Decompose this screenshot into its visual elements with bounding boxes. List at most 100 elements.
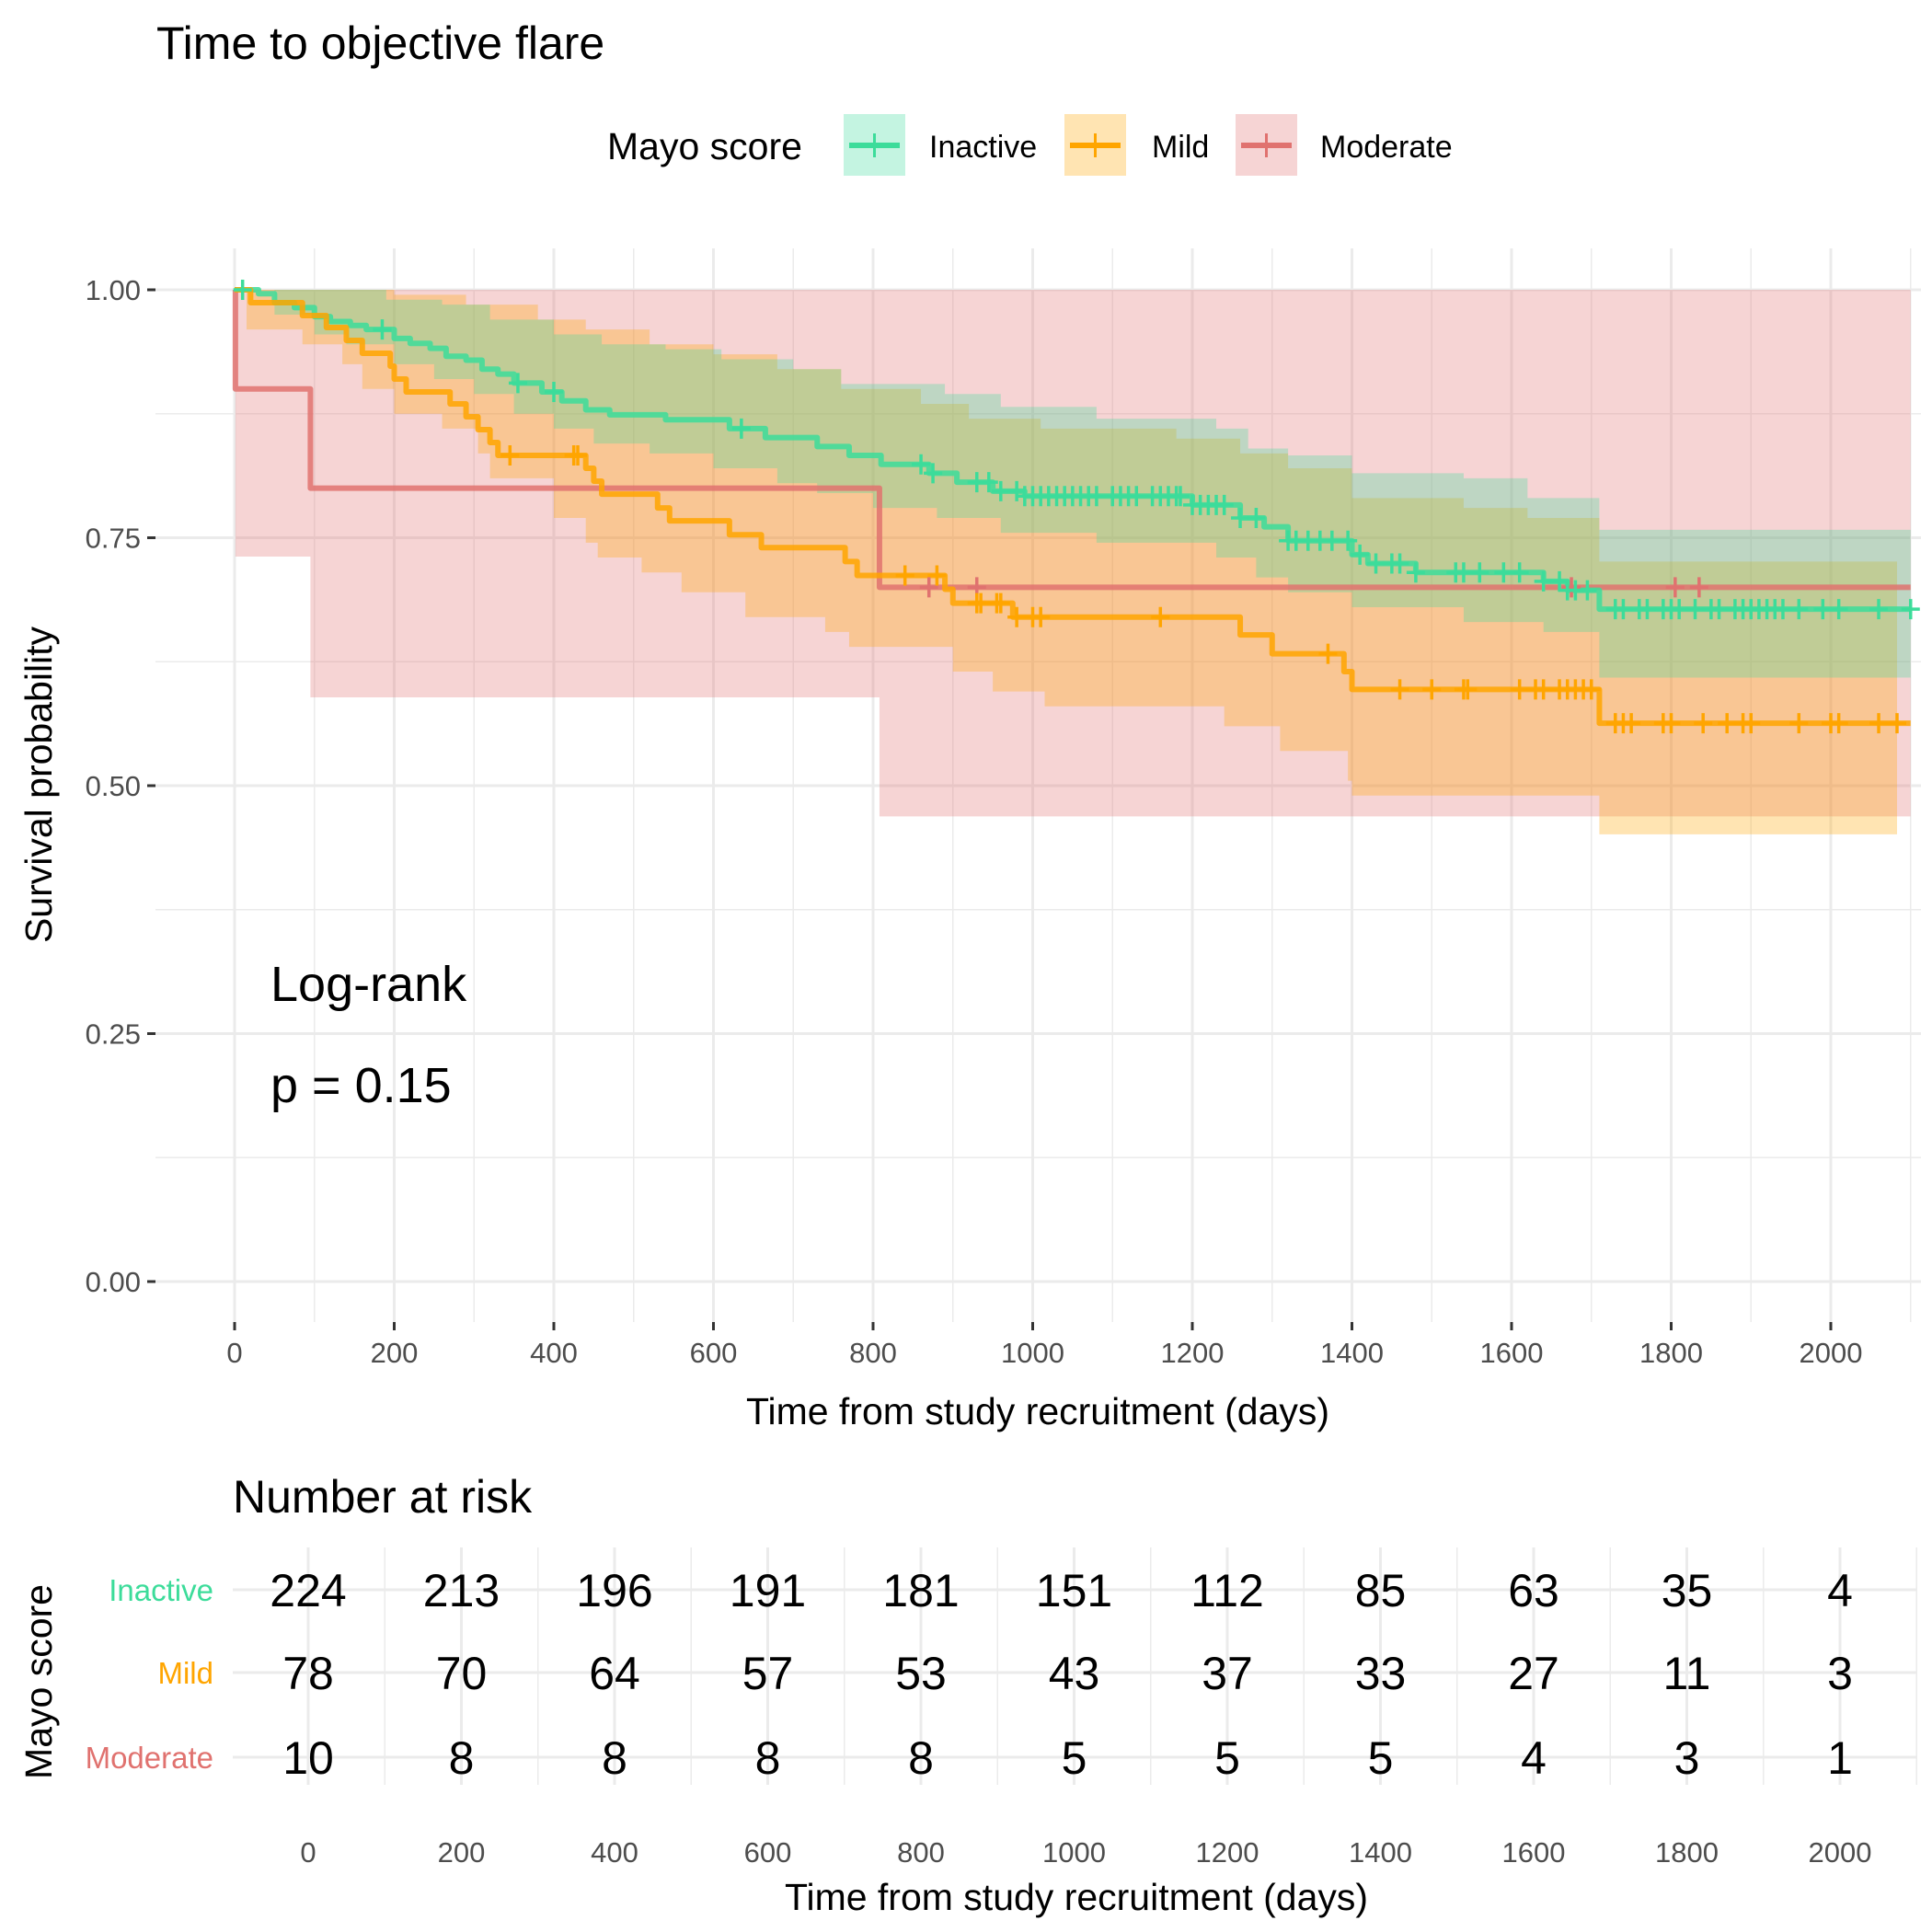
censor-mark [1718,713,1737,734]
risk-x-tick-label: 800 [897,1836,945,1869]
x-tick-label: 1200 [1161,1337,1225,1369]
censor-mark [1869,713,1889,734]
risk-value: 213 [423,1565,500,1616]
censor-mark [1406,562,1425,583]
risk-x-tick-label: 0 [300,1836,316,1869]
risk-strata-moderate: Moderate [86,1741,213,1775]
censor-mark [1709,599,1729,620]
risk-value: 4 [1827,1565,1853,1616]
censor-mark [1829,599,1848,620]
y-tick-label: 1.00 [86,274,141,306]
risk-value: 8 [755,1732,781,1784]
x-tick-label: 1400 [1320,1337,1384,1369]
survival-curve-mild [235,287,1911,727]
censor-mark [1510,679,1529,700]
censor-mark [1127,486,1146,507]
censor-mark [569,445,588,466]
x-tick-label: 600 [690,1337,738,1369]
x-tick-label: 1000 [1001,1337,1064,1369]
risk-x-tick-label: 1200 [1196,1836,1259,1869]
censor-mark [1534,570,1553,592]
y-tick-label: 0.00 [86,1266,141,1298]
risk-value: 3 [1674,1732,1700,1784]
censor-mark [1494,562,1513,583]
censor-mark [1789,599,1809,620]
censor-mark [1694,713,1713,734]
censor-mark [1685,599,1705,620]
grid-major [155,248,1921,1322]
censor-mark [972,592,991,614]
risk-table-title: Number at risk [233,1471,533,1523]
censor-mark [912,454,931,475]
censor-mark [1390,553,1409,574]
risk-value: 224 [270,1565,346,1616]
risk-x-tick-label: 200 [438,1836,486,1869]
y-axis: 0.00 0.25 0.50 0.75 1.00 [86,274,155,1298]
legend-title: Mayo score [607,125,802,167]
risk-value: 63 [1508,1565,1559,1616]
censor-mark [1689,577,1708,598]
censor-mark [1007,606,1027,627]
risk-value: 112 [1190,1565,1264,1616]
survival-curve-moderate [232,287,1911,591]
censor-mark [1888,713,1906,734]
risk-x-tick-label: 1600 [1502,1836,1566,1869]
risk-table-x-title: Time from study recruitment (days) [785,1876,1368,1918]
censor-mark [1458,679,1478,700]
censor-mark [1829,713,1848,734]
censor-mark [1087,486,1106,507]
x-tick-label: 1800 [1639,1337,1703,1369]
risk-value: 53 [895,1648,947,1699]
x-axis: 0 200 400 600 800 1000 1200 1400 1600 1800 2000 [226,1322,1862,1369]
risk-value: 57 [742,1648,794,1699]
risk-value: 85 [1355,1565,1407,1616]
risk-value: 33 [1355,1648,1407,1699]
censor-mark [1366,553,1386,574]
censor-mark [1789,713,1809,734]
risk-table-strata: Inactive Mild Moderate [86,1573,213,1775]
censor-mark [1662,713,1681,734]
censor-mark [1665,577,1685,598]
legend-label-mild: Mild [1152,130,1209,165]
legend: Mayo score Inactive Mild Moderate [607,114,1453,176]
risk-x-tick-label: 2000 [1809,1836,1872,1869]
logrank-label: Log-rank [270,957,467,1012]
censor-mark [500,445,520,466]
censor-mark [1742,713,1761,734]
risk-value: 64 [589,1648,640,1699]
risk-value: 5 [1062,1732,1087,1784]
risk-table-y-title: Mayo score [17,1584,60,1779]
censor-mark [373,319,392,340]
censor-marks [233,280,1920,734]
chart-title: Time to objective flare [156,17,604,69]
censor-mark [1454,562,1473,583]
risk-table-x-axis: 0 200 400 600 800 1000 1200 1400 1600 1800 2000 [300,1836,1871,1869]
risk-table-values: 224 213 196 191 181 151 112 85 63 35 478 70 64 57 53 43… [270,1565,1853,1784]
censor-mark [1170,486,1190,507]
risk-table-grid [233,1547,1917,1785]
risk-strata-inactive: Inactive [109,1573,213,1607]
risk-value: 8 [602,1732,627,1784]
censor-mark [1422,679,1442,700]
censor-mark [1901,599,1920,620]
risk-x-tick-label: 400 [591,1836,638,1869]
censor-mark [1869,599,1889,620]
censor-mark [1351,544,1370,565]
risk-value: 78 [282,1648,334,1699]
confidence-bands [235,290,1911,834]
censor-mark [233,280,252,300]
ci-band-inactive [235,290,1911,678]
risk-strata-mild: Mild [157,1656,213,1690]
risk-value: 191 [730,1565,806,1616]
censor-mark [731,418,751,439]
censor-mark [1562,577,1581,598]
x-axis-title: Time from study recruitment (days) [746,1390,1329,1432]
censor-mark [1007,480,1027,501]
censor-mark [1534,679,1553,700]
risk-value: 43 [1049,1648,1100,1699]
risk-value: 181 [882,1565,959,1616]
x-tick-label: 400 [530,1337,578,1369]
risk-value: 196 [576,1565,652,1616]
censor-mark [1813,599,1833,620]
